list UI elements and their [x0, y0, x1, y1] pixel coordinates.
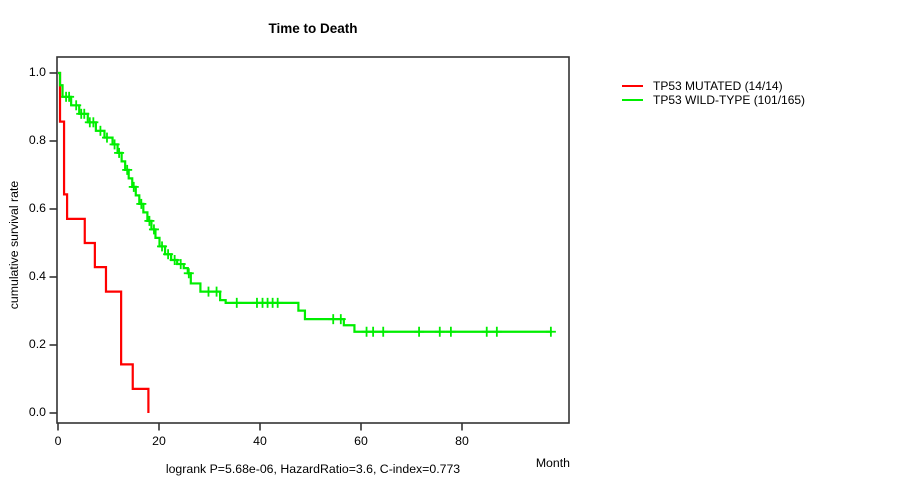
x-tick-label: 40	[253, 434, 267, 448]
legend-line-sample-green	[622, 98, 643, 101]
x-tick-label: 0	[54, 434, 62, 448]
x-tick-label: 80	[455, 434, 469, 448]
x-tick-label: 20	[152, 434, 166, 448]
x-tick-label: 60	[354, 434, 368, 448]
stats-annotation: logrank P=5.68e-06, HazardRatio=3.6, C-i…	[165, 462, 461, 476]
legend-label: TP53 WILD-TYPE (101/165)	[653, 92, 806, 107]
y-tick-label: 0.4	[28, 269, 46, 283]
legend-line-sample-red	[622, 84, 643, 87]
y-tick-label: 1.0	[28, 65, 46, 79]
y-tick-label: 0.8	[28, 133, 46, 147]
chart-title: Time to Death	[268, 21, 358, 36]
y-tick-label: 0.2	[28, 337, 46, 351]
legend-item-wildtype: TP53 WILD-TYPE (101/165)	[622, 92, 806, 107]
legend-label: TP53 MUTATED (14/14)	[653, 78, 783, 93]
y-tick-label: 0.6	[28, 201, 46, 215]
legend: TP53 MUTATED (14/14) TP53 WILD-TYPE (101…	[622, 79, 805, 107]
y-tick-label: 0.0	[28, 405, 46, 419]
legend-item-mutated: TP53 MUTATED (14/14)	[622, 78, 805, 93]
y-axis-label: cumulative survival rate	[7, 180, 21, 310]
x-axis-label: Month	[535, 456, 570, 470]
